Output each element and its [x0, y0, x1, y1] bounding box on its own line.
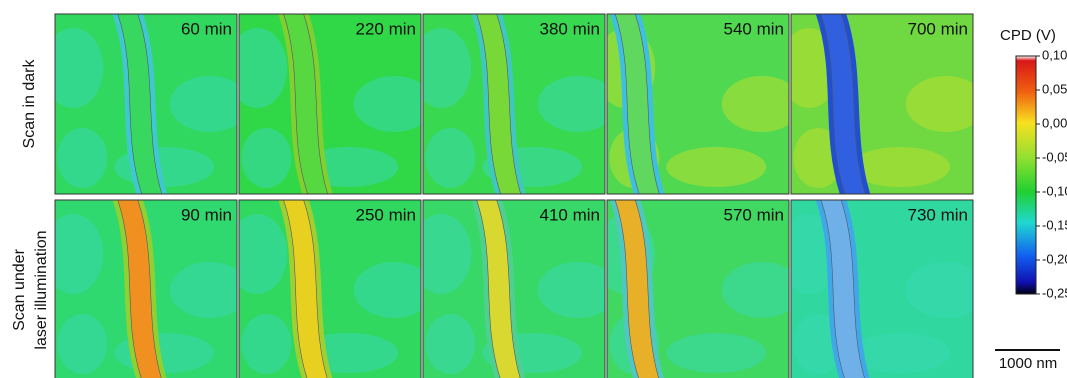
- surface-patch: [43, 214, 103, 294]
- surface-patch: [906, 262, 986, 318]
- colorbar-tick-label: -0,050: [1042, 149, 1067, 164]
- surface-patch: [354, 262, 434, 318]
- time-label: 540 min: [724, 19, 784, 38]
- figure: CPD (V) 1000 nm Scan in dark 60 min 220 mi…: [0, 0, 1067, 378]
- time-label: 570 min: [724, 205, 784, 224]
- surface-patch: [57, 128, 107, 188]
- row-label: laser illumination: [33, 230, 50, 349]
- surface-patch: [241, 314, 291, 374]
- surface-patch: [170, 262, 250, 318]
- surface-patch: [722, 262, 802, 318]
- surface-patch: [906, 76, 986, 132]
- surface-patch: [666, 147, 766, 187]
- colorbar-tick-label: -0,200: [1042, 251, 1067, 266]
- surface-patch: [354, 76, 434, 132]
- surface-patch: [538, 76, 618, 132]
- time-label: 730 min: [908, 205, 968, 224]
- afm-panel: [227, 14, 434, 194]
- colorbar-tick-label: 0,050: [1042, 81, 1067, 96]
- colorbar-tick-label: 0,100: [1042, 47, 1067, 62]
- colorbar-tick-label: 0,000: [1042, 115, 1067, 130]
- afm-panel: [227, 200, 434, 378]
- surface-patch: [170, 76, 250, 132]
- time-label: 90 min: [181, 205, 232, 224]
- surface-patch: [538, 262, 618, 318]
- time-label: 700 min: [908, 19, 968, 38]
- scale-bar-label: 1000 nm: [999, 355, 1057, 372]
- afm-panel: [595, 200, 802, 378]
- afm-panel: [43, 14, 250, 194]
- time-label: 410 min: [540, 205, 600, 224]
- surface-patch: [722, 76, 802, 132]
- time-label: 380 min: [540, 19, 600, 38]
- row-label: Scan in dark: [21, 59, 38, 149]
- surface-patch: [425, 128, 475, 188]
- surface-patch: [43, 28, 103, 108]
- surface-patch: [425, 314, 475, 374]
- time-label: 250 min: [356, 205, 416, 224]
- colorbar-tick-label: -0,150: [1042, 217, 1067, 232]
- colorbar-tick-label: -0,100: [1042, 183, 1067, 198]
- afm-panel: [411, 14, 618, 194]
- time-label: 60 min: [181, 19, 232, 38]
- afm-panel: [43, 200, 250, 378]
- afm-panel: [779, 200, 986, 378]
- afm-panel: [779, 14, 986, 194]
- surface-patch: [241, 128, 291, 188]
- afm-panel: [595, 14, 802, 194]
- colorbar-tick-label: -0,250: [1042, 285, 1067, 300]
- afm-panel: [411, 200, 618, 378]
- time-label: 220 min: [356, 19, 416, 38]
- surface-patch: [57, 314, 107, 374]
- colorbar-title: CPD (V): [1000, 27, 1056, 44]
- colorbar: [1016, 56, 1036, 294]
- surface-patch: [666, 333, 766, 373]
- row-label: Scan under: [11, 248, 28, 331]
